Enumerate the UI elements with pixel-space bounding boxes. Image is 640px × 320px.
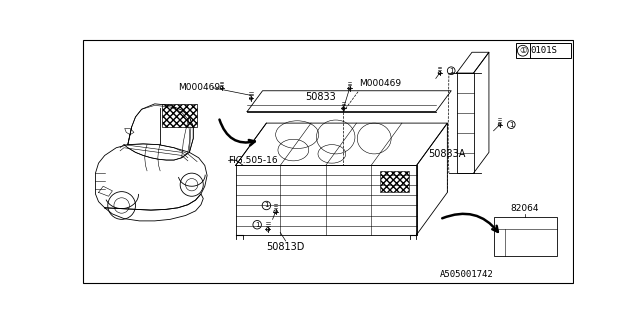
Text: FIG.505-16: FIG.505-16 [228, 156, 278, 164]
Text: 82064: 82064 [511, 204, 540, 213]
Bar [516, 43, 572, 59]
Text: 50833: 50833 [305, 92, 335, 102]
Text: M000469: M000469 [359, 79, 401, 88]
Text: 0101S: 0101S [531, 46, 557, 55]
Text: 1: 1 [449, 68, 454, 74]
Bar [456, 73, 474, 173]
Text: M000469: M000469 [178, 83, 220, 92]
Text: 1: 1 [509, 122, 513, 128]
Text: 1: 1 [264, 203, 269, 209]
Text: A505001742: A505001742 [440, 270, 493, 279]
Text: 50813D: 50813D [266, 243, 305, 252]
Bar [493, 217, 557, 256]
Bar [380, 171, 409, 192]
Text: ①: ① [519, 46, 527, 55]
Text: 1: 1 [255, 222, 259, 228]
Bar [163, 104, 197, 127]
Text: 50833A: 50833A [428, 149, 465, 159]
